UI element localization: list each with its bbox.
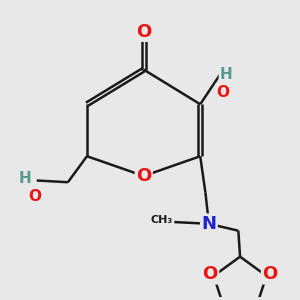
Text: O: O — [262, 265, 278, 283]
Text: CH₃: CH₃ — [150, 215, 172, 225]
Text: H: H — [220, 67, 233, 82]
Text: O: O — [136, 167, 152, 185]
Text: H: H — [18, 171, 31, 186]
Text: N: N — [201, 215, 216, 233]
Text: O: O — [202, 265, 218, 283]
Text: O: O — [28, 189, 41, 204]
Text: O: O — [216, 85, 229, 100]
Text: O: O — [136, 22, 152, 40]
